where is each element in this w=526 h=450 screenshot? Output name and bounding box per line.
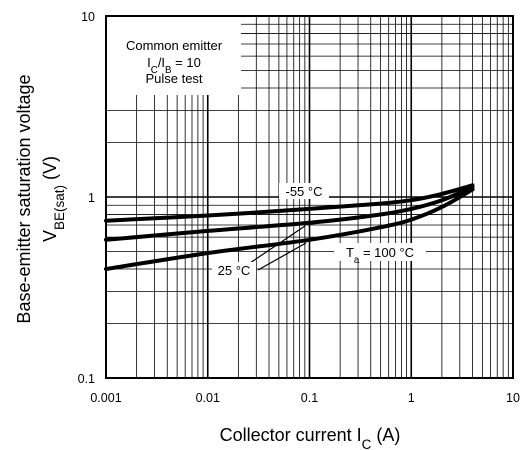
tick-labels: 0.001 0.01 0.1 1 10 0.1 1 10 [78,10,520,405]
series-label-minus55: -55 °C [286,184,323,199]
condition-line-1: Common emitter [126,38,223,53]
annotations: -55 °C 25 °C Ta = 100 °C [212,183,426,278]
label-bg-100 [334,243,426,261]
series-lines [104,183,475,271]
series-line-1 [104,185,475,242]
y-tick-label: 0.1 [78,372,95,386]
plot-frame [105,15,514,379]
series-label-25: 25 °C [218,263,251,278]
x-tick-label: 1 [408,391,415,405]
x-tick-label: 0.001 [90,391,121,405]
x-tick-label: 0.01 [196,391,220,405]
series-line-2 [104,187,475,271]
label-bg-minus55 [279,183,329,199]
condition-line-2: IC/IB = 10 [147,55,201,76]
x-tick-label: 0.1 [301,391,318,405]
conditions-bg [107,17,241,95]
y-tick-label: 10 [81,10,95,24]
y-axis-title-line2: VBE(sat) (V) [40,156,67,242]
x-axis-title: Collector current IC (A) [220,425,401,450]
label-bg-25 [212,262,256,278]
series-label-100: Ta = 100 °C [346,245,414,266]
leader-25 [246,225,306,266]
y-tick-label: 1 [88,191,95,205]
series-line-0 [104,183,475,223]
leader-100 [257,242,307,271]
axis-titles: Collector current IC (A) Base-emitter sat… [14,74,400,450]
condition-line-3: Pulse test [145,71,202,86]
x-tick-label: 10 [506,391,520,405]
y-axis-title-line1: Base-emitter saturation voltage [14,74,34,323]
